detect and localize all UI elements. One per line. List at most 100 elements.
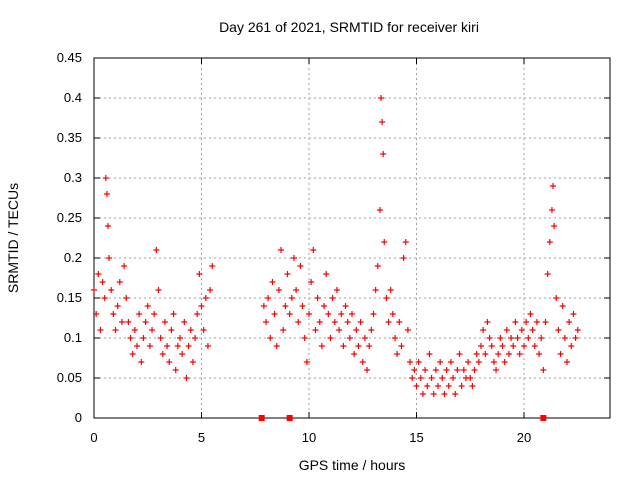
data-point bbox=[508, 335, 515, 341]
data-point bbox=[376, 207, 383, 213]
data-point bbox=[372, 287, 379, 293]
data-point bbox=[288, 295, 295, 301]
data-point bbox=[398, 343, 405, 349]
data-point bbox=[419, 391, 426, 397]
x-tick-label-15: 15 bbox=[409, 430, 423, 445]
data-point bbox=[95, 271, 102, 277]
gridlines bbox=[94, 58, 610, 418]
data-point bbox=[570, 311, 577, 317]
data-point bbox=[499, 343, 506, 349]
data-point bbox=[357, 319, 364, 325]
data-point bbox=[306, 311, 312, 317]
data-point bbox=[450, 375, 457, 381]
data-point bbox=[314, 295, 321, 301]
data-point bbox=[473, 351, 480, 357]
data-point bbox=[312, 327, 319, 333]
y-tick-label-0-2: 0.2 bbox=[64, 250, 82, 265]
data-point bbox=[546, 239, 553, 245]
data-point bbox=[290, 255, 297, 261]
x-tick-label-5: 5 bbox=[198, 430, 205, 445]
data-point bbox=[471, 367, 478, 373]
data-point bbox=[443, 367, 450, 373]
data-point bbox=[396, 319, 403, 325]
data-point bbox=[516, 351, 523, 357]
x-tick-marks bbox=[93, 58, 525, 418]
data-point bbox=[497, 335, 504, 341]
data-point bbox=[273, 343, 280, 349]
data-point bbox=[116, 279, 123, 285]
data-point bbox=[387, 287, 394, 293]
data-point bbox=[344, 319, 351, 325]
data-point bbox=[104, 223, 111, 229]
data-point bbox=[445, 383, 452, 389]
data-point bbox=[299, 303, 306, 309]
x-tick-label-0: 0 bbox=[90, 430, 97, 445]
data-point bbox=[538, 335, 545, 341]
data-point bbox=[159, 351, 166, 357]
data-point bbox=[263, 319, 269, 325]
y-tick-label-0-45: 0.45 bbox=[57, 50, 82, 65]
data-point bbox=[402, 239, 409, 245]
data-point bbox=[364, 367, 371, 373]
data-point bbox=[138, 359, 145, 365]
data-point bbox=[110, 311, 117, 317]
gap-marker bbox=[286, 415, 293, 421]
data-point bbox=[149, 327, 156, 333]
data-point bbox=[417, 375, 424, 381]
y-tick-marks bbox=[94, 57, 610, 419]
x-tick-labels: 0 5 10 15 20 bbox=[90, 430, 531, 445]
y-tick-label-0-15: 0.15 bbox=[57, 290, 82, 305]
data-point bbox=[525, 335, 532, 341]
data-point bbox=[342, 303, 349, 309]
data-point bbox=[209, 263, 216, 269]
data-point bbox=[185, 343, 192, 349]
data-point bbox=[192, 335, 199, 341]
data-point bbox=[503, 327, 510, 333]
data-point bbox=[125, 319, 132, 325]
data-point bbox=[142, 319, 149, 325]
data-point bbox=[189, 359, 196, 365]
data-point bbox=[407, 359, 414, 365]
data-point bbox=[404, 327, 411, 333]
data-point bbox=[355, 343, 362, 349]
data-point bbox=[164, 343, 171, 349]
data-point bbox=[106, 255, 113, 261]
data-point bbox=[381, 239, 388, 245]
data-point bbox=[486, 335, 493, 341]
data-point bbox=[286, 311, 293, 317]
data-point bbox=[368, 327, 375, 333]
data-point bbox=[187, 327, 194, 333]
data-point bbox=[488, 343, 495, 349]
gap-markers bbox=[258, 415, 547, 421]
gap-marker bbox=[540, 415, 547, 421]
y-tick-label-0-3: 0.3 bbox=[64, 170, 82, 185]
data-point bbox=[536, 351, 543, 357]
data-point bbox=[548, 207, 555, 213]
data-point bbox=[484, 319, 491, 325]
data-point bbox=[181, 319, 188, 325]
data-point bbox=[411, 367, 418, 373]
x-tick-label-20: 20 bbox=[517, 430, 531, 445]
data-point bbox=[204, 343, 211, 349]
data-point bbox=[102, 175, 109, 181]
data-point bbox=[475, 359, 482, 365]
data-point bbox=[441, 391, 448, 397]
data-point bbox=[542, 319, 549, 325]
data-point bbox=[415, 359, 422, 365]
data-point bbox=[374, 263, 381, 269]
data-point bbox=[99, 279, 106, 285]
data-point bbox=[278, 247, 285, 253]
data-point bbox=[295, 319, 302, 325]
data-point bbox=[566, 319, 573, 325]
data-point bbox=[480, 327, 487, 333]
data-point bbox=[454, 367, 461, 373]
plot-area bbox=[93, 57, 611, 419]
data-point bbox=[282, 303, 289, 309]
data-point bbox=[465, 359, 472, 365]
data-point bbox=[379, 119, 386, 125]
data-point bbox=[260, 303, 267, 309]
data-point bbox=[183, 375, 190, 381]
data-point bbox=[422, 367, 429, 373]
data-point bbox=[114, 303, 121, 309]
